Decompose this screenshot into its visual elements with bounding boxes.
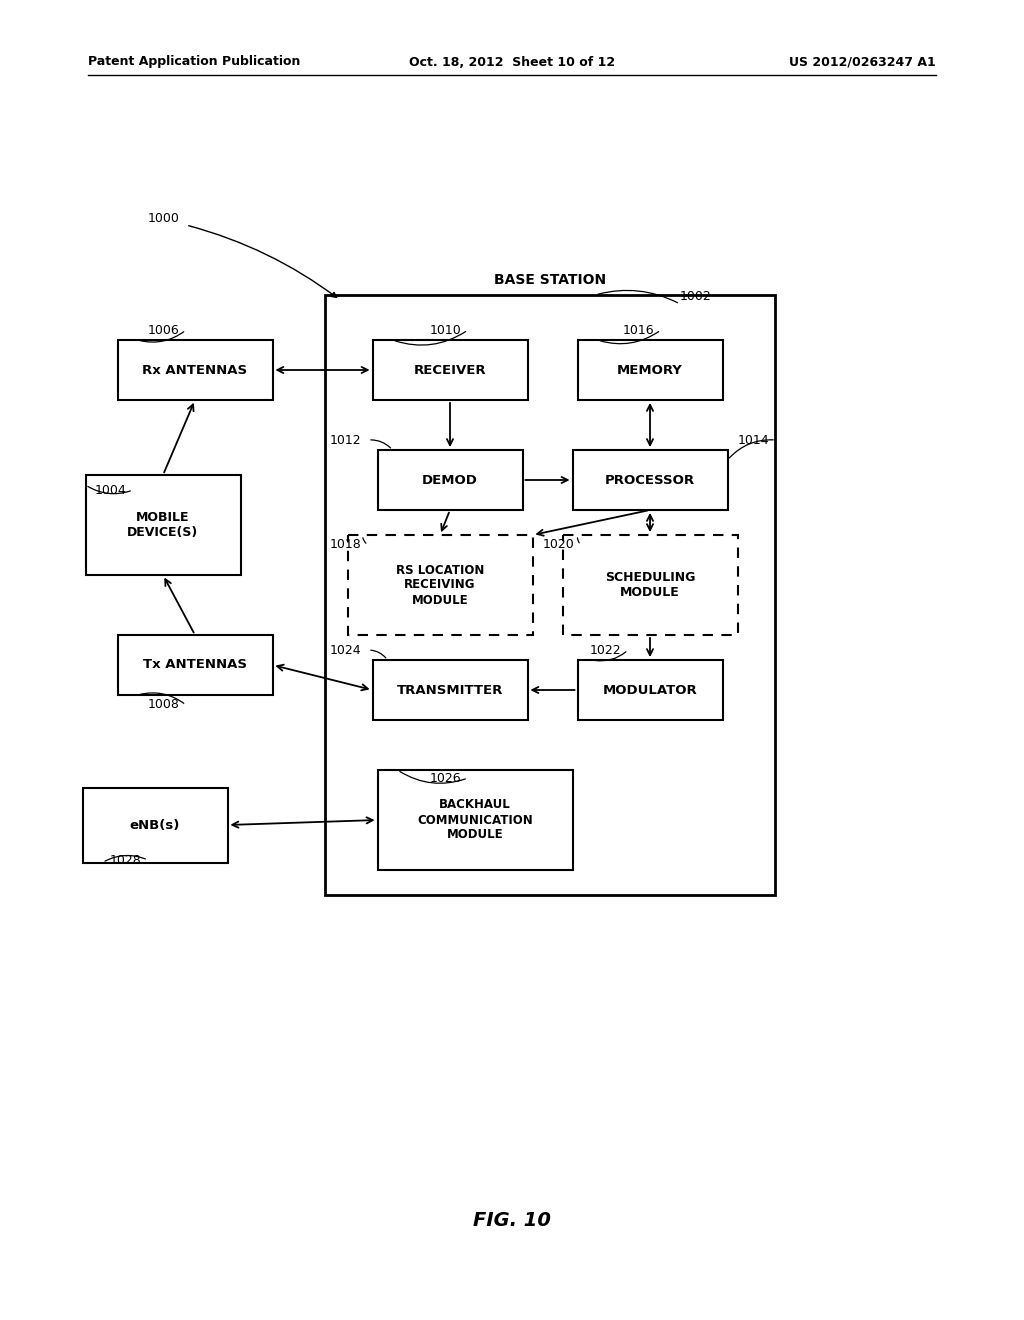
Text: 1012: 1012 — [330, 433, 361, 446]
Text: Patent Application Publication: Patent Application Publication — [88, 55, 300, 69]
Text: PROCESSOR: PROCESSOR — [605, 474, 695, 487]
Bar — [378, 770, 572, 870]
Text: SCHEDULING
MODULE: SCHEDULING MODULE — [605, 572, 695, 599]
Bar — [378, 450, 522, 510]
Text: BACKHAUL
COMMUNICATION
MODULE: BACKHAUL COMMUNICATION MODULE — [417, 799, 532, 842]
Bar — [85, 475, 241, 576]
Bar — [83, 788, 227, 862]
Text: MOBILE
DEVICE(S): MOBILE DEVICE(S) — [127, 511, 199, 539]
Text: DEMOD: DEMOD — [422, 474, 478, 487]
Text: MEMORY: MEMORY — [617, 363, 683, 376]
Text: 1000: 1000 — [148, 211, 180, 224]
Text: 1016: 1016 — [623, 323, 654, 337]
Text: TRANSMITTER: TRANSMITTER — [397, 684, 503, 697]
Text: 1006: 1006 — [148, 323, 180, 337]
Text: 1004: 1004 — [95, 483, 127, 496]
Text: eNB(s): eNB(s) — [130, 818, 180, 832]
Bar — [347, 535, 532, 635]
Text: Rx ANTENNAS: Rx ANTENNAS — [142, 363, 248, 376]
Bar — [572, 450, 727, 510]
Text: 1028: 1028 — [110, 854, 141, 866]
Text: 1008: 1008 — [148, 698, 180, 711]
Text: 1010: 1010 — [430, 323, 462, 337]
Bar — [578, 341, 723, 400]
Bar — [118, 341, 272, 400]
Text: Oct. 18, 2012  Sheet 10 of 12: Oct. 18, 2012 Sheet 10 of 12 — [409, 55, 615, 69]
Bar — [118, 635, 272, 696]
Bar — [325, 294, 775, 895]
Text: RECEIVER: RECEIVER — [414, 363, 486, 376]
Text: 1022: 1022 — [590, 644, 622, 656]
Text: 1024: 1024 — [330, 644, 361, 656]
Text: FIG. 10: FIG. 10 — [473, 1210, 551, 1229]
Text: MODULATOR: MODULATOR — [603, 684, 697, 697]
Bar — [562, 535, 737, 635]
Text: 1020: 1020 — [543, 539, 574, 552]
Bar — [578, 660, 723, 719]
Text: Tx ANTENNAS: Tx ANTENNAS — [143, 659, 247, 672]
Text: BASE STATION: BASE STATION — [494, 273, 606, 286]
Text: 1014: 1014 — [738, 433, 770, 446]
Bar — [373, 660, 527, 719]
Text: 1018: 1018 — [330, 539, 361, 552]
Bar — [373, 341, 527, 400]
Text: 1002: 1002 — [680, 290, 712, 304]
Text: 1026: 1026 — [430, 771, 462, 784]
Text: US 2012/0263247 A1: US 2012/0263247 A1 — [790, 55, 936, 69]
Text: RS LOCATION
RECEIVING
MODULE: RS LOCATION RECEIVING MODULE — [396, 564, 484, 606]
